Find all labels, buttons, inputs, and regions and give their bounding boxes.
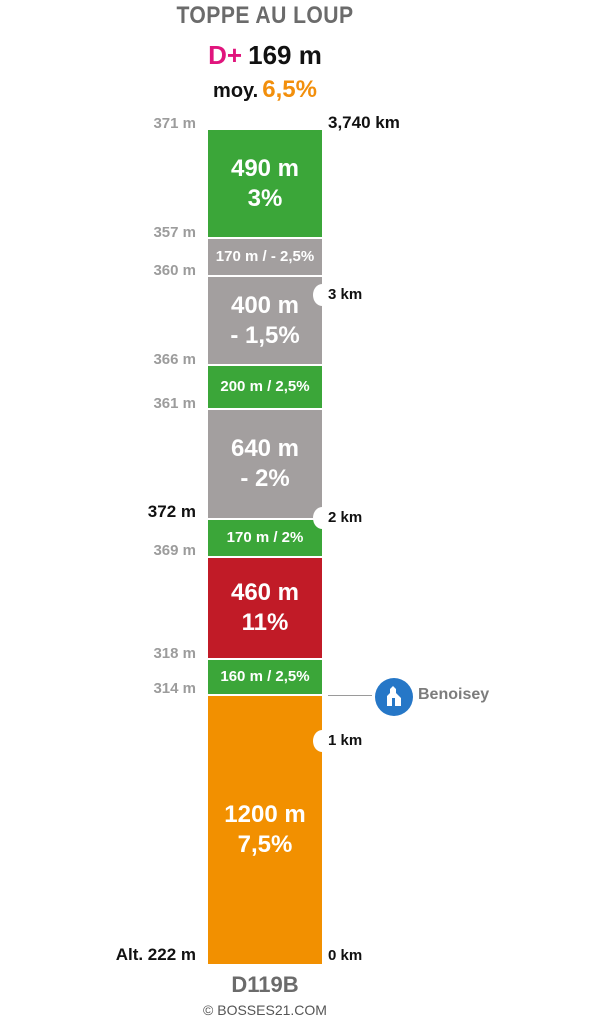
climb-title: TOPPE AU LOUP bbox=[176, 2, 354, 29]
segment: 160 m / 2,5% bbox=[208, 660, 322, 694]
altitude-label: 360 m bbox=[153, 262, 196, 279]
altitude-label: 361 m bbox=[153, 395, 196, 412]
segment-length: 1200 m bbox=[224, 801, 306, 828]
distance-label: 3 km bbox=[328, 286, 363, 303]
start-altitude-label: Alt. 222 m bbox=[115, 945, 196, 964]
elevation-gain-prefix: D+ bbox=[208, 40, 243, 70]
church-icon bbox=[375, 678, 413, 716]
segment-gradient: 7,5% bbox=[237, 831, 293, 858]
segment-label: 200 m / 2,5% bbox=[220, 377, 310, 395]
altitude-label: 318 m bbox=[153, 645, 196, 662]
altitude-label: 314 m bbox=[153, 680, 196, 697]
segment-length: 490 m bbox=[230, 154, 300, 182]
average-prefix: moy. bbox=[213, 80, 259, 102]
altitude-label: 369 m bbox=[153, 542, 196, 559]
segment-length: 640 m bbox=[230, 435, 300, 462]
segment-label: 160 m / 2,5% bbox=[220, 667, 310, 685]
segment: 400 m - 1,5% bbox=[208, 277, 322, 364]
segment-gradient: 11% bbox=[241, 609, 289, 636]
elevation-gain: D+ 169 m bbox=[0, 40, 530, 71]
segment-length: 460 m bbox=[230, 579, 300, 606]
altitude-label: 366 m bbox=[153, 351, 196, 368]
poi-label: Benoisey bbox=[418, 686, 490, 703]
distance-label: 0 km bbox=[328, 947, 363, 964]
segment-gradient: 3% bbox=[247, 184, 283, 212]
segment-label: 170 m / - 2,5% bbox=[215, 247, 315, 265]
segment: 170 m / - 2,5% bbox=[208, 239, 322, 275]
segment: 200 m / 2,5% bbox=[208, 366, 322, 408]
altitude-label: 371 m bbox=[153, 115, 196, 132]
segment-label: 170 m / 2% bbox=[226, 528, 304, 546]
altitude-label: 357 m bbox=[153, 224, 196, 241]
elevation-gain-value: 169 m bbox=[248, 40, 322, 70]
segment-length: 400 m bbox=[230, 291, 300, 319]
average-gradient-value: 6,5% bbox=[262, 76, 317, 103]
distance-label: 1 km bbox=[328, 732, 363, 749]
distance-notch bbox=[313, 284, 331, 306]
distance-notch bbox=[313, 730, 331, 752]
segment-gradient: - 1,5% bbox=[230, 321, 300, 349]
average-gradient: moy. 6,5% bbox=[0, 76, 530, 104]
segment: 170 m / 2% bbox=[208, 520, 322, 556]
copyright: © BOSSES21.COM bbox=[203, 1002, 327, 1018]
road-label: D119B bbox=[231, 972, 299, 997]
poi-connector bbox=[328, 695, 372, 696]
distance-label: 3,740 km bbox=[328, 113, 400, 132]
distance-label: 2 km bbox=[328, 509, 363, 526]
altitude-label: 372 m bbox=[147, 502, 196, 521]
segment: 490 m 3% bbox=[208, 130, 322, 237]
segment: 640 m - 2% bbox=[208, 410, 322, 518]
segment: 1200 m 7,5% bbox=[208, 696, 322, 964]
distance-notch bbox=[313, 507, 331, 529]
segment-gradient: - 2% bbox=[240, 465, 290, 492]
segment: 460 m 11% bbox=[208, 558, 322, 658]
